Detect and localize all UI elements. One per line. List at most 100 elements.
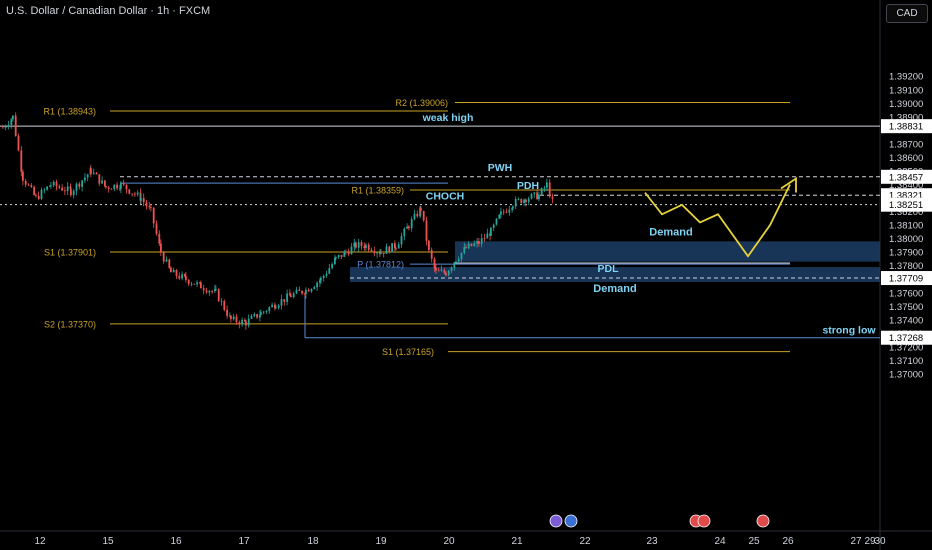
candle-body	[33, 186, 35, 195]
candle-body	[517, 198, 520, 200]
candle-body	[165, 259, 168, 262]
candle-body	[58, 186, 61, 188]
candle-body	[413, 213, 416, 220]
y-tick-label: 1.37800	[889, 261, 923, 272]
price-tag-box	[881, 169, 932, 184]
candle-body	[17, 136, 20, 151]
candle-body	[437, 270, 440, 272]
candle-body	[152, 207, 155, 224]
y-tick-label: 1.38400	[889, 180, 923, 191]
annotation-label: strong low	[822, 325, 876, 337]
candle-body	[422, 210, 425, 221]
candle-body	[478, 241, 480, 244]
candle-body	[229, 315, 231, 317]
price-tag-label: 1.38251	[889, 200, 923, 211]
demand-zone	[455, 241, 880, 262]
x-tick-label: 17	[238, 536, 250, 547]
candle-body	[185, 276, 187, 280]
pivot-label: R1 (1.38943)	[43, 107, 96, 117]
candle-body	[337, 254, 340, 258]
candle-body	[110, 188, 113, 190]
candle-body	[275, 307, 277, 309]
candle-body	[230, 315, 232, 320]
candle-body	[376, 252, 378, 254]
candle-body	[416, 213, 419, 217]
candle-body	[353, 242, 356, 247]
candle-body	[508, 209, 511, 213]
y-tick-label: 1.37400	[889, 315, 923, 326]
candle-body	[131, 193, 133, 195]
annotation-label: weak high	[422, 112, 474, 124]
candle-body	[450, 267, 453, 271]
candle-body	[14, 115, 17, 137]
candle-body	[495, 218, 498, 225]
candle-body	[391, 243, 393, 253]
candle-body	[403, 228, 406, 237]
candle-body	[463, 247, 466, 253]
candle-body	[395, 248, 397, 249]
projection-arrow	[780, 176, 797, 193]
candle-body	[382, 253, 385, 254]
y-tick-label: 1.39200	[889, 72, 923, 83]
candle-body	[172, 270, 175, 273]
price-tag-box	[881, 197, 932, 212]
candle-body	[305, 289, 307, 295]
candle-body	[345, 251, 347, 253]
x-tick-label: 29	[864, 536, 876, 547]
y-tick-label: 1.38700	[889, 139, 923, 150]
candle-body	[492, 224, 495, 228]
x-tick-label: 20	[443, 536, 455, 547]
candle-body	[215, 289, 217, 290]
candle-body	[184, 274, 186, 277]
chart-title: U.S. Dollar / Canadian Dollar · 1h · FXC…	[6, 5, 211, 17]
event-icon	[756, 514, 770, 528]
candle-body	[265, 311, 268, 312]
x-tick-label: 26	[782, 536, 794, 547]
candle-body	[410, 219, 413, 229]
candle-body	[316, 282, 318, 288]
event-icon	[549, 514, 563, 528]
candle-body	[40, 189, 43, 199]
candle-body	[244, 319, 246, 322]
candle-body	[140, 198, 142, 201]
candle-body	[435, 267, 437, 271]
candle-body	[400, 236, 403, 245]
price-tag-label: 1.37268	[889, 333, 923, 344]
candle-body	[27, 184, 30, 186]
candle-body	[52, 181, 55, 186]
candle-body	[199, 282, 201, 284]
candle-body	[523, 199, 525, 204]
candle-body	[331, 264, 333, 269]
candle-body	[440, 270, 443, 271]
candle-body	[370, 249, 373, 252]
pivot-label: R1 (1.38359)	[351, 186, 404, 196]
candle-body	[394, 243, 396, 249]
candle-body	[235, 316, 238, 323]
candle-body	[319, 280, 321, 283]
candle-body	[101, 180, 103, 184]
candle-body	[546, 182, 548, 188]
candle-body	[262, 311, 265, 313]
candle-body	[150, 207, 152, 208]
candle-body	[543, 187, 546, 189]
x-tick-label: 15	[102, 536, 114, 547]
candle-body	[334, 258, 336, 265]
candle-body	[90, 168, 92, 174]
demand-zones	[350, 241, 880, 282]
candle-body	[12, 115, 14, 120]
candle-body	[304, 293, 306, 295]
price-tag-label: 1.38831	[889, 122, 923, 133]
candle-body	[220, 301, 223, 302]
candle-body	[107, 187, 110, 189]
candle-body	[467, 243, 470, 249]
x-tick-label: 30	[874, 536, 886, 547]
candle-body	[10, 119, 13, 126]
candle-body	[406, 226, 408, 229]
candle-body	[367, 244, 370, 250]
candle-body	[247, 318, 250, 326]
candle-body	[120, 182, 122, 189]
currency-button[interactable]: CAD	[886, 4, 928, 23]
candle-body	[104, 180, 106, 187]
